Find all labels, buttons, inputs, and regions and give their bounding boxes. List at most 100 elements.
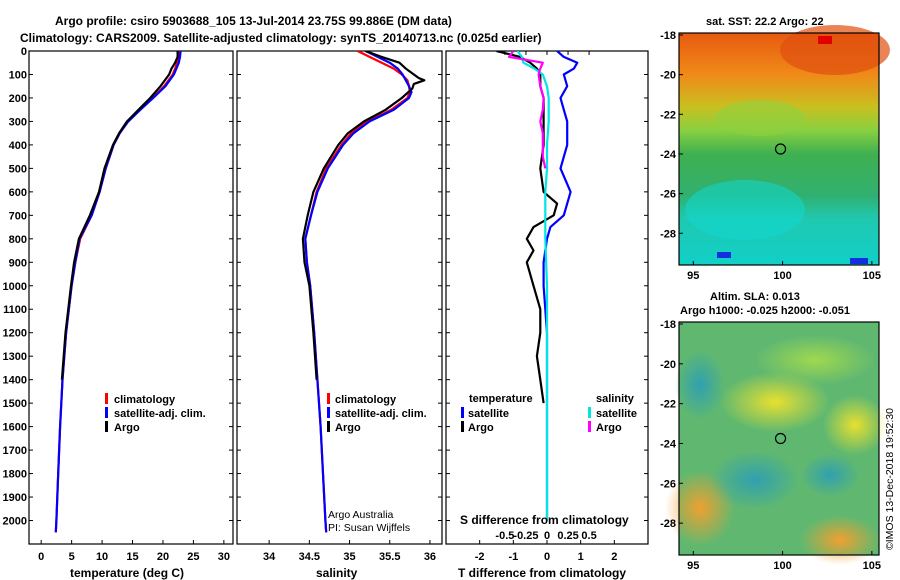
map-lon-label: 100 <box>773 270 791 282</box>
annotation-pi: PI: Susan Wijffels <box>328 522 410 534</box>
x-tick-label: 20 <box>157 551 169 563</box>
depth-tick-label: 1600 <box>3 422 27 434</box>
map-lat-label: -28 <box>660 518 676 530</box>
depth-tick-label: 0 <box>21 46 27 58</box>
series-satellite-adj-clim- <box>304 51 413 533</box>
sal-legend-argo-swatch <box>327 421 330 432</box>
x-tick-label: 35 <box>343 551 355 563</box>
salinity-xlabel: salinity <box>316 566 358 580</box>
sal-legend-satellite-label: satellite-adj. clim. <box>335 408 427 420</box>
salinity-diff-ticks: -0.5 -0.25 0 0.25 0.5 <box>495 51 597 542</box>
sla-blob <box>755 335 875 385</box>
x-tick-label: 36 <box>424 551 436 563</box>
temperature-xlabel: temperature (deg C) <box>70 566 184 580</box>
map-lat-label: -26 <box>660 478 676 490</box>
sst-front <box>715 100 805 136</box>
legend-climatology-swatch <box>105 393 108 404</box>
x-tick-label: 1 <box>578 551 584 563</box>
map-lat-label: -26 <box>660 189 676 201</box>
sst-hot-patch <box>818 36 832 44</box>
annotation-argo-australia: Argo Australia <box>328 509 394 521</box>
x-tick-label: 15 <box>126 551 138 563</box>
legend-argo-swatch <box>105 421 108 432</box>
map-lat-label: -28 <box>660 228 676 240</box>
s-diff-label: S difference from climatology <box>460 513 629 527</box>
map-lon-label: 105 <box>863 560 881 572</box>
series-s-argo <box>508 51 547 169</box>
x-tick-label: -1 <box>508 551 518 563</box>
depth-tick-label: 1700 <box>3 445 27 457</box>
legend-t-satellite-swatch <box>461 407 464 418</box>
sla-high-center <box>720 372 830 432</box>
salinity-legend: climatology satellite-adj. clim. Argo <box>327 393 427 434</box>
depth-tick-label: 1800 <box>3 469 27 481</box>
x-tick-label: -2 <box>475 551 485 563</box>
depth-tick-label: 500 <box>9 163 27 175</box>
temperature-x-ticks: 0 5 10 15 20 25 30 <box>38 540 230 563</box>
credit-text: ©IMOS 13-Dec-2018 19:52:30 <box>884 408 896 550</box>
legend-argo-label: Argo <box>114 422 140 434</box>
depth-tick-label: 200 <box>9 93 27 105</box>
legend-t-satellite-label: satellite <box>468 408 509 420</box>
legend-s-satellite-label: satellite <box>596 408 637 420</box>
x-tick-label: 10 <box>96 551 108 563</box>
depth-tick-label: 700 <box>9 210 27 222</box>
sst-map <box>678 25 890 266</box>
legend-s-satellite-swatch <box>588 407 591 418</box>
s-tick-label: 0.25 <box>557 530 578 542</box>
s-tick-label: -0.5 <box>495 530 514 542</box>
map-lon-label: 95 <box>687 270 699 282</box>
sla-profile-location-marker <box>774 432 787 445</box>
legend-satellite-label: satellite-adj. clim. <box>114 408 206 420</box>
sla-high-se <box>800 515 880 565</box>
legend-s-argo-swatch <box>588 421 591 432</box>
series-s-satellite <box>516 51 550 521</box>
depth-tick-label: 1100 <box>3 304 27 316</box>
x-tick-label: 2 <box>611 551 617 563</box>
sst-cool-region <box>685 180 805 240</box>
depth-tick-label: 2000 <box>3 516 27 528</box>
difference-x-ticks: -2 -1 0 1 2 <box>475 540 617 563</box>
sal-legend-argo-label: Argo <box>335 422 361 434</box>
map-lat-label: -18 <box>660 319 676 331</box>
map-lat-label: -22 <box>660 109 676 121</box>
sla-high-east <box>823 395 887 455</box>
legend-climatology-label: climatology <box>114 394 176 406</box>
x-tick-label: 0 <box>544 551 550 563</box>
salinity-x-ticks: 34 34.5 35 35.5 36 <box>263 540 436 563</box>
temperature-profiles <box>54 51 182 533</box>
sla-low-east <box>800 453 860 497</box>
x-tick-label: 5 <box>69 551 75 563</box>
sst-profile-location-marker <box>774 143 787 155</box>
salinity-panel-frame <box>236 50 443 545</box>
sst-warm-region <box>780 25 890 75</box>
sla-map-title-1: Altim. SLA: 0.013 <box>710 291 800 303</box>
sal-legend-climatology-label: climatology <box>335 394 397 406</box>
x-tick-label: 34 <box>263 551 276 563</box>
legend-t-argo-swatch <box>461 421 464 432</box>
difference-legend: temperature salinity satellite Argo sate… <box>461 393 637 434</box>
legend-salinity-title: salinity <box>596 393 635 405</box>
depth-tick-label: 400 <box>9 140 27 152</box>
series-satellite-adj-clim- <box>54 51 182 533</box>
map-lat-label: -20 <box>660 359 676 371</box>
series-argo <box>60 51 179 380</box>
x-tick-label: 25 <box>187 551 199 563</box>
depth-tick-label: 1400 <box>3 375 27 387</box>
title-line-2: Climatology: CARS2009. Satellite-adjuste… <box>20 31 542 45</box>
depth-tick-label: 900 <box>9 257 27 269</box>
map-lat-label: -24 <box>660 438 677 450</box>
t-diff-label: T difference from climatology <box>458 566 626 580</box>
temperature-legend: climatology satellite-adj. clim. Argo <box>105 393 206 434</box>
s-tick-label: -0.25 <box>513 530 538 542</box>
depth-tick-label: 1300 <box>3 351 27 363</box>
sla-map-ticks: 95 100 105 -18 -20 -22 -24 -26 -28 <box>660 319 881 572</box>
map-lat-label: -18 <box>660 30 676 42</box>
salinity-profiles <box>301 51 426 533</box>
map-lon-label: 105 <box>863 270 881 282</box>
sst-map-ticks: 95 100 105 -18 -20 -22 -24 -26 -28 <box>660 30 881 282</box>
depth-tick-label: 1200 <box>3 328 27 340</box>
sla-low-center <box>710 450 800 510</box>
legend-s-argo-label: Argo <box>596 422 622 434</box>
